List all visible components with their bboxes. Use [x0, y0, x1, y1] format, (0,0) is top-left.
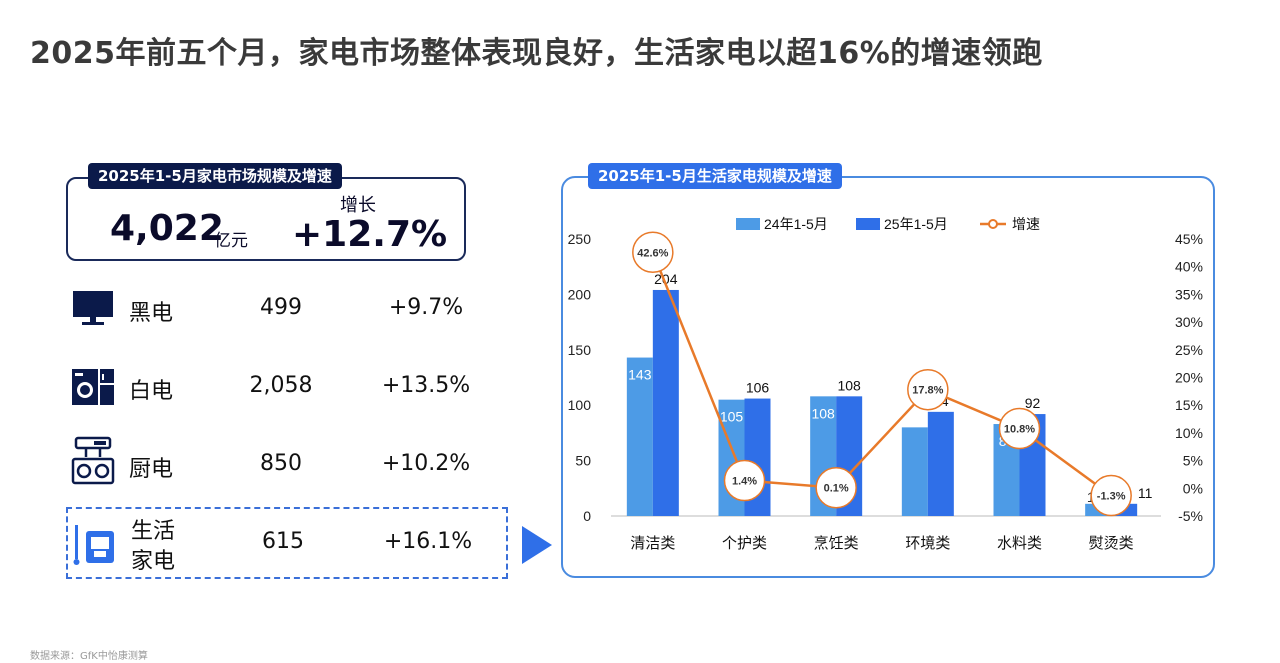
category-growth: +13.5%	[381, 373, 471, 398]
left-axis-tick-label: 250	[568, 231, 592, 247]
right-axis-tick-label: 20%	[1175, 370, 1203, 386]
growth-point-marker	[1090, 474, 1132, 517]
growth-data-label: 1.4%	[732, 476, 757, 488]
right-axis-tick-label: -5%	[1178, 508, 1203, 524]
right-axis-tick-label: 25%	[1175, 342, 1203, 358]
growth-point-marker	[723, 459, 766, 502]
right-axis-tick-label: 35%	[1175, 286, 1203, 302]
market-size-unit: 亿元	[214, 231, 248, 251]
growth-data-label: 10.8%	[1004, 423, 1035, 435]
left-axis-tick-label: 100	[568, 397, 592, 413]
data-source: 数据来源：GfK中怡康测算	[30, 651, 148, 662]
range-hood-stove-icon	[71, 436, 115, 485]
growth-point-marker	[815, 466, 857, 509]
growth-data-label: 0.1%	[824, 483, 849, 495]
left-axis-tick-label: 50	[575, 453, 591, 469]
category-value: 850	[260, 451, 302, 476]
category-growth: +16.1%	[383, 529, 473, 554]
small-appliance-chart: 0 50 100 150 200 250 -5% 0% 5% 10% 15% 20% 25% 30% 35%…	[568, 216, 1203, 552]
category-row-black-appliance: 黑电 499 +9.7%	[66, 275, 508, 345]
chart-panel	[561, 176, 1215, 578]
bar-2025-data-label: 106	[746, 380, 770, 396]
legend-label-2025: 25年1-5月	[884, 216, 948, 232]
legend-swatch-growth-marker	[988, 219, 998, 229]
right-axis-tick-label: 40%	[1175, 259, 1203, 275]
category-growth: +9.7%	[388, 295, 464, 320]
legend-label-growth: 增速	[1012, 216, 1040, 232]
x-axis-category-label: 个护类	[722, 535, 767, 552]
growth-data-label: 42.6%	[637, 247, 668, 259]
bar-2025-data-label: 108	[837, 377, 861, 393]
x-axis-category-label: 熨烫类	[1089, 535, 1134, 552]
x-axis-category-label: 水料类	[997, 535, 1042, 552]
growth-data-label: 17.8%	[912, 385, 943, 397]
left-axis-tick-label: 200	[568, 286, 592, 302]
legend-label-2024: 24年1-5月	[764, 216, 828, 232]
page-title: 2025年前五个月，家电市场整体表现良好，生活家电以超16%的增速领跑	[30, 36, 1043, 71]
right-axis-tick-label: 10%	[1175, 425, 1203, 441]
bar-2024	[626, 357, 653, 516]
bar-2024-data-label: 143	[628, 367, 652, 383]
category-growth: +10.2%	[381, 451, 471, 476]
category-row-kitchen-appliance: 厨电 850 +10.2%	[66, 431, 508, 501]
market-growth-value: +12.7%	[292, 214, 448, 255]
bar-2025-data-label: 11	[1138, 485, 1153, 501]
growth-point-marker	[907, 368, 949, 411]
market-size-value: 4,022	[110, 208, 224, 249]
arrow-right-icon	[522, 526, 552, 564]
market-summary-tag: 2025年1-5月家电市场规模及增速	[88, 163, 342, 189]
washer-fridge-icon	[72, 369, 114, 405]
chart-title-tag: 2025年1-5月生活家电规模及增速	[588, 163, 842, 189]
bar-2025-data-label: 92	[1025, 395, 1041, 411]
category-value: 2,058	[249, 373, 313, 398]
tv-icon	[73, 291, 113, 325]
category-row-white-appliance: 白电 2,058 +13.5%	[66, 353, 508, 423]
growth-label: 增长	[340, 195, 376, 216]
right-axis-tick-label: 15%	[1175, 397, 1203, 413]
right-axis-tick-label: 45%	[1175, 231, 1203, 247]
category-row-small-appliance: 生活 家电 615 +16.1%	[66, 507, 508, 579]
growth-point-marker	[632, 231, 674, 274]
right-axis-tick-label: 5%	[1183, 453, 1203, 469]
bar-2025	[927, 411, 954, 516]
left-axis-tick-label: 150	[568, 342, 592, 358]
growth-point-marker	[998, 407, 1041, 450]
category-value: 615	[262, 529, 304, 554]
category-name: 白电	[129, 379, 174, 404]
bar-2024-data-label: 108	[811, 405, 835, 421]
x-axis-category-label: 清洁类	[630, 535, 675, 552]
category-value: 499	[260, 295, 302, 320]
bar-2025	[652, 289, 679, 516]
category-name: 厨电	[129, 457, 174, 482]
category-name-line1: 生活	[131, 519, 176, 544]
right-axis-tick-label: 0%	[1183, 480, 1203, 496]
legend-swatch-2025	[856, 218, 880, 230]
left-axis-tick-label: 0	[583, 508, 591, 524]
small-appliance-icon	[73, 525, 114, 565]
category-name-line2: 家电	[131, 549, 176, 574]
growth-data-label: -1.3%	[1097, 491, 1126, 503]
legend-swatch-2024	[736, 218, 760, 230]
x-axis-category-label: 烹饪类	[814, 534, 859, 552]
category-name: 黑电	[129, 301, 174, 326]
bar-2025-data-label: 204	[654, 271, 678, 287]
x-axis-category-label: 环境类	[905, 534, 950, 552]
right-axis-tick-label: 30%	[1175, 314, 1203, 330]
bar-2024-data-label: 105	[720, 409, 744, 425]
bar-2024	[901, 427, 928, 516]
